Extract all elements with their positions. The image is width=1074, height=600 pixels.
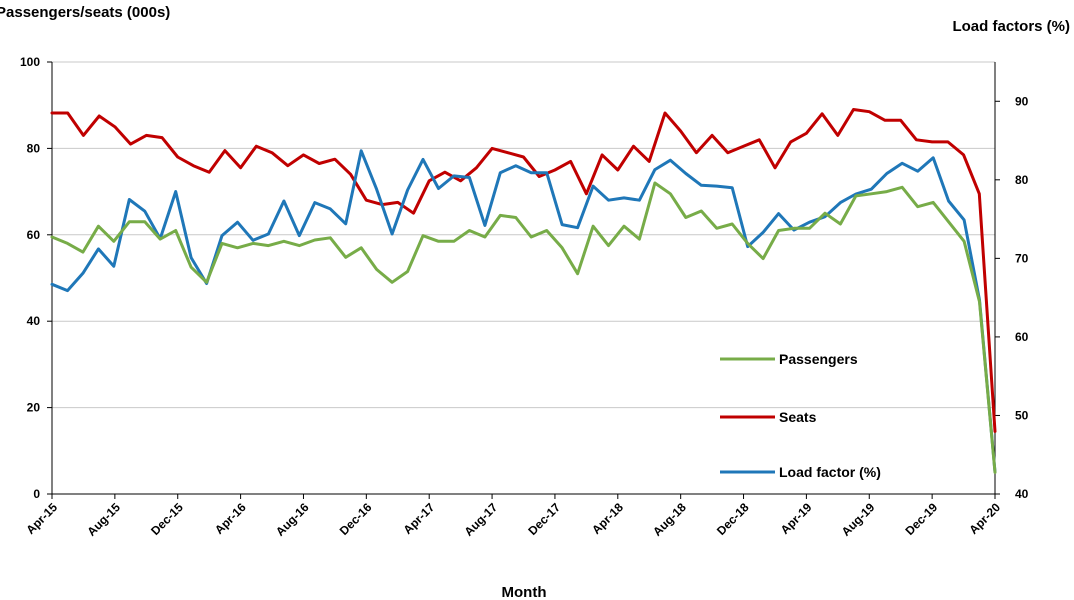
y-left-tick-label: 40: [27, 314, 41, 328]
x-tick-label: Dec-19: [903, 500, 941, 538]
y-left-tick-label: 20: [27, 401, 41, 415]
legend-label: Seats: [779, 409, 817, 425]
gridlines: [52, 61, 995, 409]
legend: Passengers Seats Load factor (%): [720, 351, 881, 480]
y-right-tick-label: 60: [1015, 330, 1029, 344]
x-tick-label: Apr-15: [23, 500, 60, 537]
left-axis-title: Passengers/seats (000s): [0, 4, 170, 21]
x-axis-title: Month: [502, 584, 547, 600]
series-lines: [50, 108, 997, 474]
y-right-tick-label: 80: [1015, 173, 1029, 187]
y-right-tick-label: 50: [1015, 408, 1029, 422]
y-left-tick-label: 0: [33, 487, 40, 501]
x-tick-label: Aug-15: [84, 500, 123, 539]
y-right-tick-label: 70: [1015, 251, 1029, 265]
x-tick-label: Aug-18: [650, 500, 689, 539]
y-left-tick-label: 100: [20, 55, 40, 69]
x-tick-label: Apr-19: [778, 500, 815, 537]
x-tick-label: Aug-19: [839, 500, 878, 539]
series-line-passengers: [50, 181, 997, 474]
x-tick-label: Aug-16: [273, 500, 312, 539]
y-right-tick-label: 90: [1015, 94, 1029, 108]
x-tick-label: Dec-17: [525, 500, 563, 538]
y-right-tick-label: 40: [1015, 487, 1029, 501]
y-left-tick-label: 80: [27, 141, 41, 155]
x-tick-label: Dec-16: [337, 500, 375, 538]
x-tick-label: Apr-20: [966, 500, 1003, 537]
legend-label: Passengers: [779, 351, 858, 367]
x-tick-label: Dec-18: [714, 500, 752, 538]
x-tick-label: Apr-16: [212, 500, 249, 537]
y-left-tick-label: 60: [27, 228, 41, 242]
legend-label: Load factor (%): [779, 464, 881, 480]
series-line-seats: [50, 108, 997, 433]
x-tick-label: Aug-17: [462, 500, 501, 539]
x-tick-label: Dec-15: [148, 500, 186, 538]
right-axis-title: Load factors (%): [952, 18, 1070, 35]
x-tick-label: Apr-17: [401, 500, 438, 537]
x-tick-label: Apr-18: [589, 500, 626, 537]
